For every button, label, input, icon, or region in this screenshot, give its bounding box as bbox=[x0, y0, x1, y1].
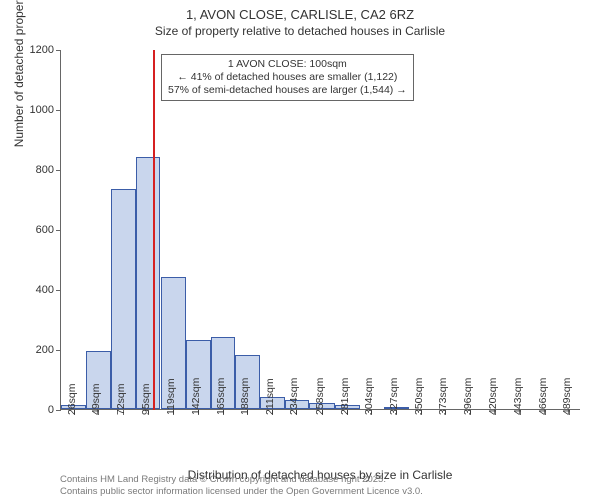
page-subtitle: Size of property relative to detached ho… bbox=[0, 24, 600, 42]
page-title: 1, AVON CLOSE, CARLISLE, CA2 6RZ bbox=[0, 0, 600, 24]
annotation-line-1: 1 AVON CLOSE: 100sqm bbox=[168, 58, 407, 71]
histogram-bar bbox=[111, 189, 136, 410]
y-tick-mark bbox=[56, 350, 61, 351]
histogram-bar bbox=[136, 157, 161, 409]
annotation-line-2: ← 41% of detached houses are smaller (1,… bbox=[168, 71, 407, 84]
x-tick-label: 281sqm bbox=[339, 378, 351, 415]
x-tick-label: 373sqm bbox=[437, 378, 449, 415]
y-tick-mark bbox=[56, 170, 61, 171]
y-tick-label: 800 bbox=[14, 164, 54, 176]
y-tick-mark bbox=[56, 50, 61, 51]
x-tick-label: 26sqm bbox=[66, 383, 78, 415]
x-tick-label: 188sqm bbox=[239, 378, 251, 415]
x-tick-label: 258sqm bbox=[314, 378, 326, 415]
annotation-line-3: 57% of semi-detached houses are larger (… bbox=[168, 84, 407, 97]
plot-area: 02004006008001000120026sqm49sqm72sqm95sq… bbox=[60, 50, 580, 410]
chart: Number of detached properties 0200400600… bbox=[60, 50, 580, 410]
y-tick-label: 400 bbox=[14, 284, 54, 296]
y-tick-mark bbox=[56, 410, 61, 411]
footer-attribution: Contains HM Land Registry data © Crown c… bbox=[60, 474, 423, 498]
x-tick-label: 142sqm bbox=[190, 378, 202, 415]
x-tick-label: 327sqm bbox=[388, 378, 400, 415]
x-tick-label: 420sqm bbox=[487, 378, 499, 415]
x-tick-label: 350sqm bbox=[413, 378, 425, 415]
x-tick-label: 234sqm bbox=[288, 378, 300, 415]
y-tick-label: 600 bbox=[14, 224, 54, 236]
y-tick-label: 0 bbox=[14, 404, 54, 416]
y-axis-label: Number of detached properties bbox=[12, 0, 26, 147]
reference-line bbox=[153, 50, 155, 410]
x-tick-label: 396sqm bbox=[462, 378, 474, 415]
x-tick-label: 211sqm bbox=[264, 378, 276, 415]
y-tick-mark bbox=[56, 290, 61, 291]
x-tick-label: 443sqm bbox=[512, 378, 524, 415]
x-tick-label: 49sqm bbox=[90, 383, 102, 415]
x-tick-label: 119sqm bbox=[165, 378, 177, 415]
y-tick-mark bbox=[56, 110, 61, 111]
y-tick-label: 1200 bbox=[14, 44, 54, 56]
x-tick-label: 466sqm bbox=[537, 378, 549, 415]
y-tick-label: 1000 bbox=[14, 104, 54, 116]
y-tick-label: 200 bbox=[14, 344, 54, 356]
y-tick-mark bbox=[56, 230, 61, 231]
annotation-box: 1 AVON CLOSE: 100sqm← 41% of detached ho… bbox=[161, 54, 414, 101]
x-tick-label: 304sqm bbox=[363, 378, 375, 415]
x-tick-label: 72sqm bbox=[115, 383, 127, 415]
x-tick-label: 95sqm bbox=[140, 383, 152, 415]
x-tick-label: 165sqm bbox=[215, 378, 227, 415]
footer-line-2: Contains public sector information licen… bbox=[60, 486, 423, 498]
footer-line-1: Contains HM Land Registry data © Crown c… bbox=[60, 474, 423, 486]
x-tick-label: 489sqm bbox=[561, 378, 573, 415]
